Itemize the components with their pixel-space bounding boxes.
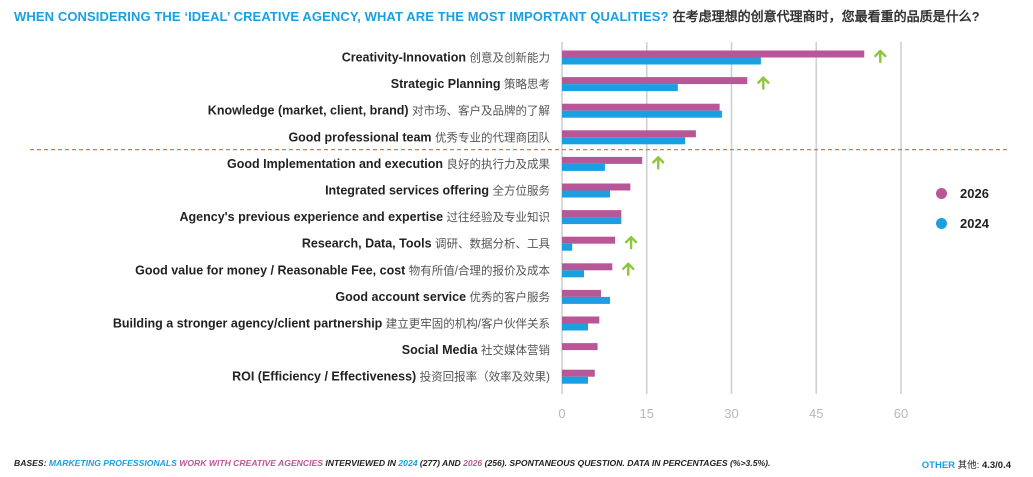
category-label-3: Good professional team 优秀专业的代理商团队 [288,130,550,144]
bar-2024-0 [562,57,761,65]
bar-2024-10 [562,323,588,331]
category-label-zh-9: 优秀的客户服务 [470,290,551,304]
category-label-en-1: Strategic Planning [391,77,504,91]
arrow-up-icon-8 [622,262,635,276]
category-label-0: Creativity-Innovation 创意及创新能力 [342,51,550,65]
category-label-en-4: Good Implementation and execution [227,157,446,171]
bar-2026-1 [562,77,748,85]
footer-marketing: MARKETING PROFESSIONALS [48,458,177,468]
category-label-zh-11: 社交媒体营销 [481,343,550,357]
category-label-zh-3: 优秀专业的代理商团队 [435,130,550,144]
other-note: OTHER 其他: 4.3/0.4 [922,457,1011,471]
category-label-zh-2: 对市场、客户及品牌的了解 [412,104,550,118]
category-label-2: Knowledge (market, client, brand) 对市场、客户… [208,104,551,118]
chart-title-zh: 在考虑理想的创意代理商时，您最看重的品质是什么? [672,9,980,24]
category-label-zh-0: 创意及创新能力 [470,51,551,65]
category-label-en-9: Good account service [335,290,469,304]
category-label-zh-1: 策略思考 [504,77,550,91]
category-label-en-0: Creativity-Innovation [342,51,470,65]
category-label-1: Strategic Planning 策略思考 [391,77,550,91]
category-label-zh-7: 调研、数据分析、工具 [435,237,550,251]
category-label-12: ROI (Efficiency / Effectiveness) 投资回报率（效… [232,370,550,384]
category-label-9: Good account service 优秀的客户服务 [335,290,550,304]
category-label-zh-10: 建立更牢固的机构/客户伙伴关系 [386,317,550,331]
category-label-en-3: Good professional team [288,130,435,144]
footer-bases: BASES: MARKETING PROFESSIONALS WORK WITH… [14,458,770,468]
chart-title: WHEN CONSIDERING THE ‘IDEAL’ CREATIVE AG… [14,6,980,25]
legend-item-2026: 2026 [936,186,989,201]
footer-year-2024: 2024 [398,458,418,468]
category-label-11: Social Media 社交媒体营销 [402,343,550,357]
arrow-up-icon-7 [624,235,638,250]
arrow-up-icon-4 [652,156,665,170]
category-label-5: Integrated services offering 全方位服务 [325,184,550,198]
bar-2026-2 [562,103,720,111]
bar-2026-12 [562,369,595,377]
category-label-7: Research, Data, Tools 调研、数据分析、工具 [302,237,551,251]
legend-label-2024: 2024 [960,216,989,231]
footer-work: WORK WITH CREATIVE AGENCIES [179,458,323,468]
footer-bases-label: BASES: [14,458,47,468]
bar-2024-7 [562,243,573,251]
bar-2024-12 [562,376,588,384]
bar-2026-8 [562,263,613,271]
category-label-zh-4: 良好的执行力及成果 [447,157,551,171]
bar-2024-9 [562,296,611,304]
x-tick-label-60: 60 [894,406,908,421]
chart-title-en: WHEN CONSIDERING THE ‘IDEAL’ CREATIVE AG… [14,9,669,24]
category-label-4: Good Implementation and execution 良好的执行力… [227,157,550,171]
category-label-en-12: ROI (Efficiency / Effectiveness) [232,370,420,384]
category-label-en-7: Research, Data, Tools [302,237,435,251]
other-label-zh: 其他: [957,460,980,471]
footer-n-2024: (277) AND [419,458,461,468]
category-label-en-6: Agency's previous experience and experti… [180,210,447,224]
category-label-en-8: Good value for money / Reasonable Fee, c… [135,263,409,277]
bar-2024-3 [562,137,686,145]
category-label-en-11: Social Media [402,343,481,357]
bar-2026-3 [562,130,696,138]
bar-2024-2 [562,110,722,118]
other-label: OTHER [921,460,956,471]
x-tick-label-45: 45 [809,406,823,421]
category-label-zh-6: 过往经验及专业知识 [447,210,551,224]
arrow-up-icon-1 [757,76,770,90]
other-value: 4.3/0.4 [981,460,1011,471]
category-label-en-5: Integrated services offering [325,184,492,198]
bar-2024-8 [562,270,585,278]
legend-dot-2026 [936,188,947,199]
bar-2024-1 [562,84,678,92]
legend-dot-2024 [936,218,947,229]
bar-2026-11 [562,343,598,351]
footer-rest: (256). SPONTANEOUS QUESTION. DATA IN PER… [484,458,771,468]
category-label-zh-8: 物有所值/合理的报价及成本 [409,263,551,277]
bar-2024-6 [562,217,622,225]
bar-2026-9 [562,289,601,297]
category-label-zh-5: 全方位服务 [493,184,551,198]
category-label-10: Building a stronger agency/client partne… [113,317,550,331]
category-label-8: Good value for money / Reasonable Fee, c… [135,263,550,277]
footer-interviewed: INTERVIEWED IN [325,458,397,468]
legend-item-2024: 2024 [936,216,989,231]
bar-2026-0 [562,50,865,58]
category-label-zh-12: 投资回报率（效率及效果) [420,370,550,384]
footer-year-2026: 2026 [463,458,483,468]
bar-2026-5 [562,183,631,191]
x-tick-label-30: 30 [724,406,738,421]
x-tick-label-0: 0 [558,406,565,421]
category-label-6: Agency's previous experience and experti… [180,210,550,224]
legend-label-2026: 2026 [960,186,989,201]
bar-2026-4 [562,156,643,164]
x-tick-label-15: 15 [640,406,654,421]
bar-2026-6 [562,210,622,218]
category-label-en-2: Knowledge (market, client, brand) [208,104,412,118]
bar-2026-10 [562,316,600,324]
arrow-up-icon-0 [874,49,887,64]
bar-2024-5 [562,190,611,198]
bar-2024-4 [562,163,605,171]
category-label-en-10: Building a stronger agency/client partne… [113,317,386,331]
bar-2026-7 [562,236,616,244]
